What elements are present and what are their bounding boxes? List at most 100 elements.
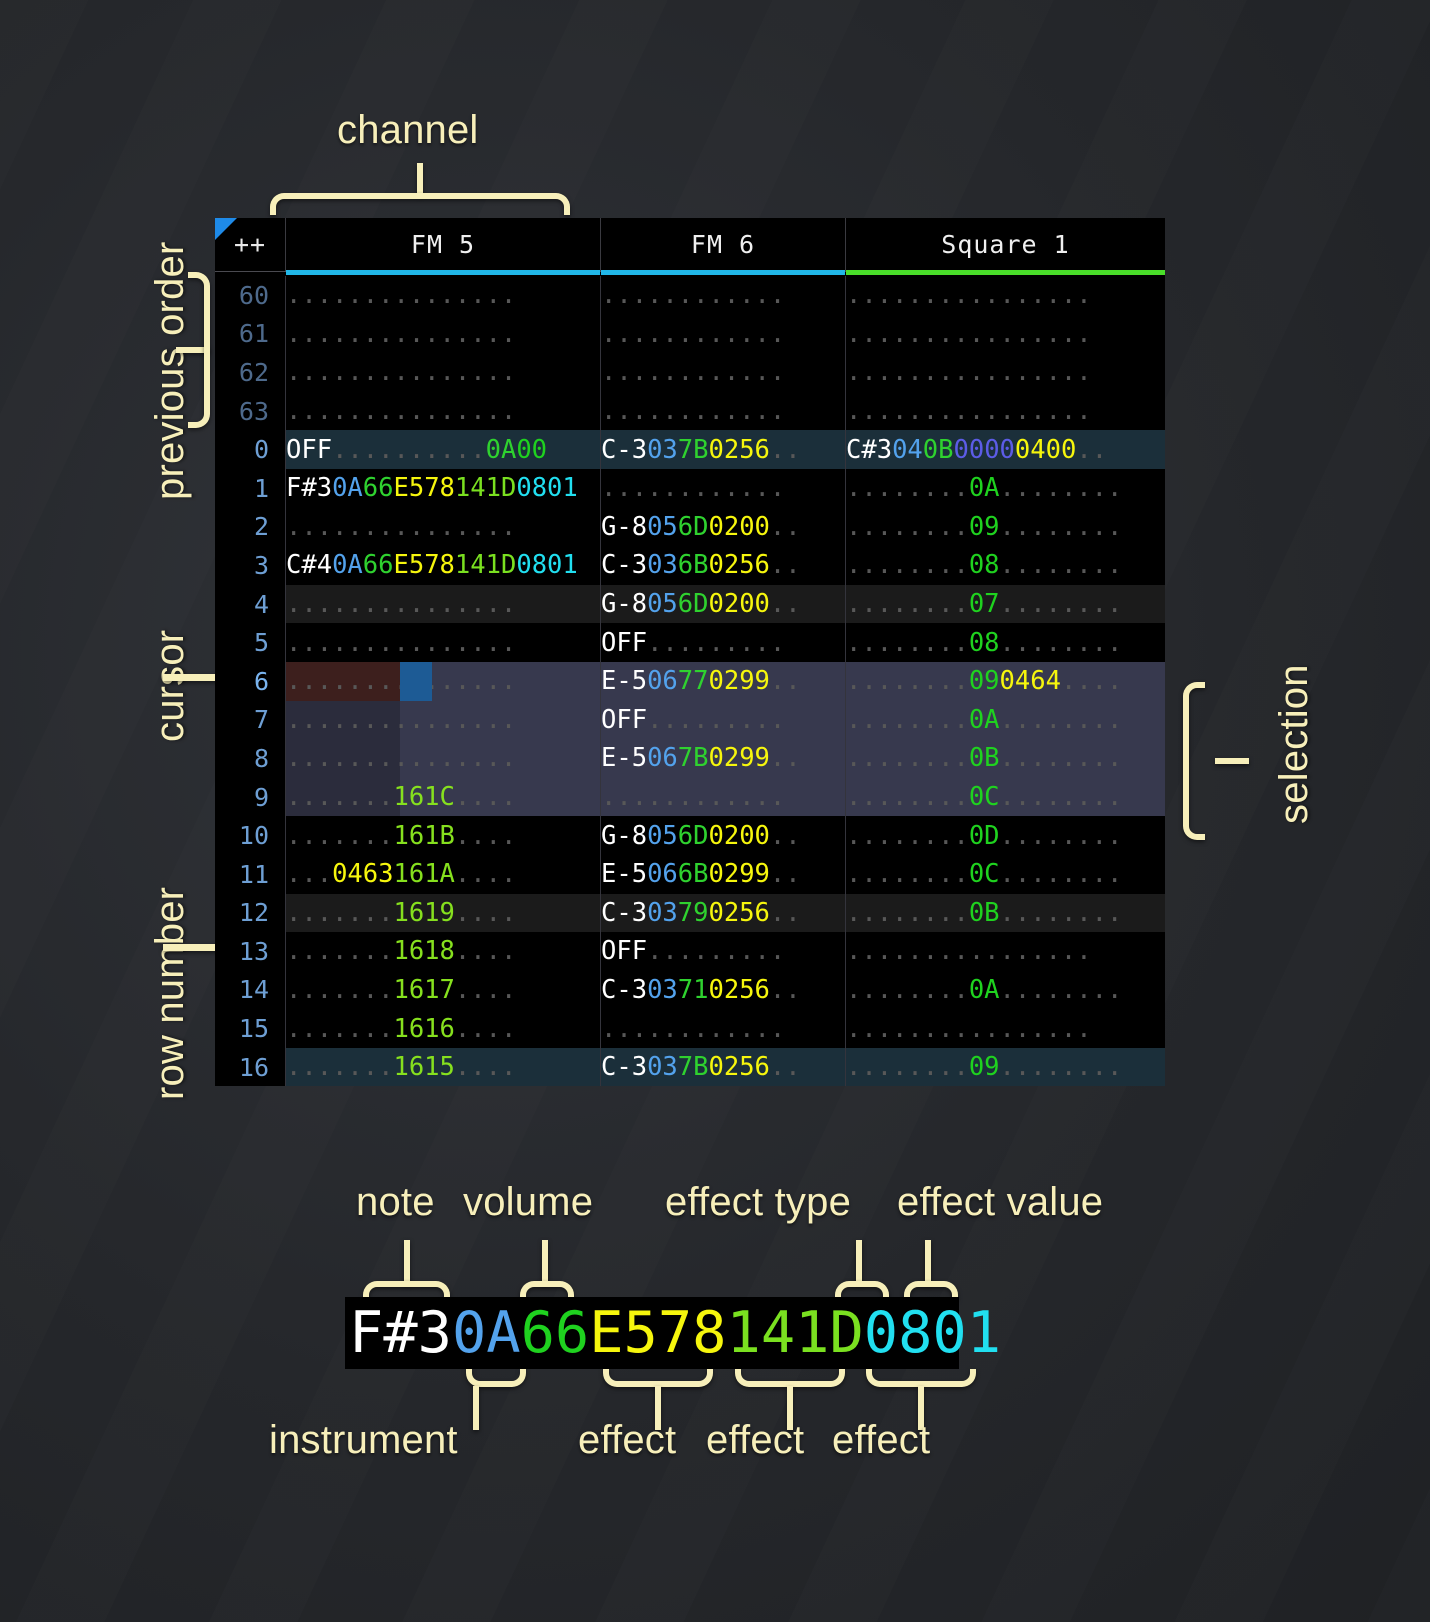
pattern-row[interactable]: 5............... OFF................. 08..… [215, 623, 1165, 662]
pattern-cell[interactable]: ............ [600, 777, 845, 817]
pattern-cell[interactable]: ....... 1617.... [285, 970, 600, 1010]
pattern-cell[interactable]: ................ [845, 391, 1165, 431]
pattern-cell[interactable]: ........ 09 0464.... [845, 661, 1165, 701]
pattern-cell[interactable]: OFF......... [600, 623, 845, 662]
cell-token-dot: ............... [286, 704, 517, 735]
pattern-cell[interactable]: E-5 06 77 0299.. [600, 661, 845, 701]
pattern-cell[interactable]: ........ 0A........ [845, 468, 1165, 508]
cell-token-ins: 04 [892, 434, 923, 465]
pattern-cell[interactable]: ................ [845, 1009, 1165, 1048]
pattern-row[interactable]: 8............... E-5 06 7B 0299.......... 0B.… [215, 739, 1165, 778]
pattern-row[interactable]: 6...............E-506770299..........090… [215, 661, 1165, 701]
pattern-cell[interactable]: ....... 161B.... [285, 816, 600, 855]
pattern-cell[interactable]: ............ [600, 391, 845, 431]
pattern-cell[interactable]: ........ 0A........ [845, 700, 1165, 740]
pattern-cell[interactable]: ....... 1618.... [285, 932, 600, 971]
pattern-row[interactable]: 61......................................… [215, 314, 1165, 354]
pattern-cell[interactable]: E-5 06 7B 0299.. [600, 739, 845, 778]
pattern-cell[interactable]: ............ [600, 353, 845, 392]
pattern-cell[interactable]: G-8 05 6D 0200.. [600, 584, 845, 624]
pattern-cell[interactable]: C-3 03 71 0256.. [600, 970, 845, 1010]
pattern-row[interactable]: 63......................................… [215, 391, 1165, 431]
pattern-cell[interactable]: G-8 05 6D 0200.. [600, 507, 845, 547]
pattern-row[interactable]: 60......................................… [215, 276, 1165, 315]
pattern-cell[interactable]: ........ 08........ [845, 623, 1165, 662]
pattern-cell[interactable]: ............ [600, 314, 845, 354]
pattern-cell[interactable]: C-3 03 79 0256.. [600, 893, 845, 933]
pattern-editor[interactable]: ++ FM 5 FM 6 Square 1 60................… [215, 218, 1165, 1087]
effect-b-bracket [735, 1369, 845, 1387]
pattern-cell[interactable]: C-3 03 6B 0256.. [600, 546, 845, 585]
pattern-cell[interactable]: ........ 0B........ [845, 739, 1165, 778]
pattern-row[interactable]: 62......................................… [215, 353, 1165, 392]
pattern-cell[interactable]: ............... [285, 314, 600, 354]
cell-token-fx1: E578 [393, 550, 455, 581]
pattern-cell[interactable]: OFF......... [600, 932, 845, 971]
pattern-cell[interactable]: E-5 06 6B 0299.. [600, 854, 845, 894]
pattern-row[interactable]: 12....... 1619.... C-3 03 79 0256.......... 0B… [215, 893, 1165, 933]
pattern-cell[interactable]: ............... [285, 353, 600, 392]
pattern-rows[interactable]: 60......................................… [215, 276, 1165, 1087]
pattern-cell[interactable]: OFF......... [600, 700, 845, 740]
pattern-cell[interactable]: ........ 0B........ [845, 893, 1165, 933]
pattern-cell[interactable]: ................ [845, 932, 1165, 971]
pattern-cell[interactable]: ....... 1619.... [285, 893, 600, 933]
pattern-cell[interactable]: ....... 1616.... [285, 1009, 600, 1048]
pattern-row[interactable]: 16....... 1615.... C-3 03 7B 0256.......... 09… [215, 1047, 1165, 1087]
pattern-row[interactable]: 13....... 1618.... OFF....................… [215, 932, 1165, 971]
pattern-cell[interactable]: ........ 0A........ [845, 970, 1165, 1010]
pattern-cell[interactable]: ............... [285, 700, 600, 740]
pattern-cell[interactable]: ........ 0C........ [845, 777, 1165, 817]
pattern-row[interactable]: 2............... G-8 05 6D 0200.......... 09.… [215, 507, 1165, 547]
pattern-row[interactable]: 9....... 161C........................ 0C..… [215, 777, 1165, 817]
pattern-cell[interactable]: G-8 05 6D 0200.. [600, 816, 845, 855]
annotation-effect-value: effect value [897, 1180, 1104, 1224]
pattern-row[interactable]: 4............... G-8 05 6D 0200.......... 07.… [215, 584, 1165, 624]
pattern-cell[interactable]: ............... [285, 276, 600, 315]
pattern-cell[interactable]: ....... 161C.... [285, 777, 600, 817]
pattern-cell[interactable]: C-3 03 7B 0256.. [600, 430, 845, 469]
cell-token-note: OFF [601, 627, 648, 658]
pattern-cell[interactable]: ................ [845, 276, 1165, 315]
pattern-cell[interactable]: ............... [285, 623, 600, 662]
effect-c-bracket [866, 1369, 976, 1387]
channel-header-fm5[interactable]: FM 5 [285, 218, 600, 275]
pattern-cell[interactable]: ....... 1615.... [285, 1047, 600, 1087]
pattern-cell[interactable]: ................ [845, 314, 1165, 354]
pattern-cell[interactable]: F#3 0A 66 E578 141D 0801 [285, 468, 600, 508]
pattern-cell[interactable]: OFF.......... 0A 00 [285, 430, 600, 469]
pattern-cell[interactable]: C#4 0A 66 E578 141D 0801 [285, 546, 600, 585]
pattern-cell[interactable]: ............... [285, 584, 600, 624]
header-order-label[interactable]: ++ [233, 230, 267, 259]
pattern-cell[interactable]: ............... [285, 739, 600, 778]
pattern-row[interactable]: 0 OFF.......... 0A 00 C-3 03 7B 0256.. C#3 04 0B 00… [215, 430, 1165, 469]
pattern-row[interactable]: 11... 0463 161A.... E-5 06 6B 0299.......... 0C… [215, 854, 1165, 894]
pattern-cell[interactable]: ............ [600, 468, 845, 508]
edit-cursor[interactable] [400, 661, 432, 701]
pattern-row[interactable]: 10....... 161B.... G-8 05 6D 0200.......... 0D… [215, 816, 1165, 855]
pattern-cell[interactable]: C-3 03 7B 0256.. [600, 1047, 845, 1087]
pattern-cell[interactable]: ... 0463 161A.... [285, 854, 600, 894]
pattern-row[interactable]: 1 F#3 0A 66 E578 141D 0801....................… [215, 468, 1165, 508]
pattern-cell[interactable]: ........ 09........ [845, 1047, 1165, 1087]
channel-header-fm6[interactable]: FM 6 [600, 218, 845, 275]
pattern-row[interactable]: 15....... 1616...........................… [215, 1009, 1165, 1048]
pattern-cell[interactable]: ............ [600, 276, 845, 315]
pattern-cell[interactable]: C#3 04 0B 0000 0400.. [845, 430, 1165, 469]
pattern-row[interactable]: 3 C#4 0A 66 E578 141D 0801 C-3 03 6B 0256.........… [215, 546, 1165, 585]
pattern-cell[interactable]: ........ 09........ [845, 507, 1165, 547]
pattern-cell[interactable]: ............ [600, 1009, 845, 1048]
pattern-cell[interactable]: ........ 0D........ [845, 816, 1165, 855]
pattern-cell[interactable]: ........ 07........ [845, 584, 1165, 624]
pattern-cell[interactable]: ............... [285, 661, 600, 701]
channel-header-square1[interactable]: Square 1 [845, 218, 1165, 275]
pattern-row[interactable]: 7............... OFF................. 0A..… [215, 700, 1165, 740]
cell-token-fx3: 0801 [516, 473, 578, 504]
cell-token-dot: ........ [999, 704, 1123, 735]
pattern-cell[interactable]: ........ 0C........ [845, 854, 1165, 894]
pattern-cell[interactable]: ............... [285, 391, 600, 431]
pattern-cell[interactable]: ............... [285, 507, 600, 547]
pattern-cell[interactable]: ........ 08........ [845, 546, 1165, 585]
pattern-row[interactable]: 14....... 1617.... C-3 03 71 0256.......... 0A… [215, 970, 1165, 1010]
pattern-cell[interactable]: ................ [845, 353, 1165, 392]
